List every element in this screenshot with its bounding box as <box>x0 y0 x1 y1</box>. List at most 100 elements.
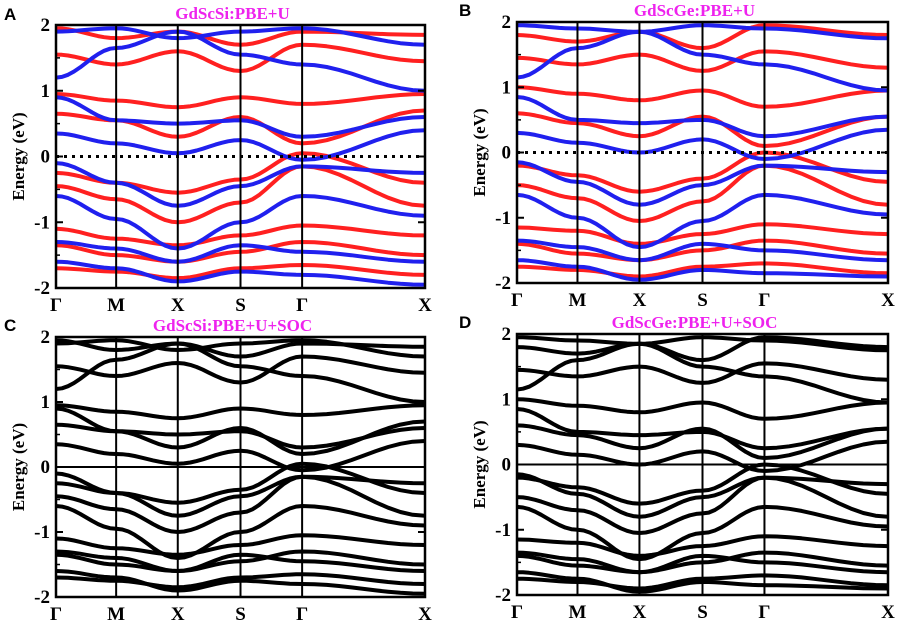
x-tick-label: X <box>418 604 432 622</box>
x-tick-label: Γ <box>50 604 62 622</box>
band-line-soc-9 <box>56 461 425 505</box>
band-line-spin-up-5 <box>56 164 425 225</box>
band-line-soc-7 <box>517 439 888 473</box>
band-line-spin-down-0 <box>56 26 425 47</box>
band-line-soc-6 <box>56 419 425 456</box>
y-tick-label: 1 <box>502 389 512 410</box>
band-line-spin-up-7 <box>517 238 888 263</box>
panel-title: GdScGe:PBE+U <box>634 1 755 20</box>
band-line-soc-8 <box>517 472 888 519</box>
band-line-spin-down-2 <box>56 95 425 139</box>
panel-title: GdScSi:PBE+U <box>175 4 290 23</box>
band-line-soc-15 <box>56 569 425 596</box>
y-tick-label: 1 <box>41 81 51 102</box>
band-line-soc-2 <box>517 361 888 385</box>
band-line-spin-up-2 <box>517 85 888 109</box>
band-line-spin-down-5 <box>56 194 425 251</box>
band-line-spin-up-6 <box>56 223 425 248</box>
band-line-spin-up-5 <box>517 163 888 223</box>
y-tick-label: 2 <box>502 12 512 33</box>
band-line-soc-7 <box>56 439 425 473</box>
x-tick-label: Γ <box>50 295 62 316</box>
y-tick-label: -1 <box>495 520 511 541</box>
band-line-spin-down-7 <box>56 259 425 287</box>
x-tick-label: X <box>633 290 647 311</box>
band-line-soc-11 <box>517 504 888 562</box>
band-line-spin-down-0 <box>517 23 888 41</box>
band-line-soc-1 <box>517 335 888 353</box>
band-line-spin-up-8 <box>56 263 425 281</box>
band-line-soc-16 <box>517 573 888 591</box>
band-line-soc-0 <box>56 338 425 359</box>
band-line-soc-14 <box>517 550 888 575</box>
band-line-spin-up-3 <box>517 111 888 148</box>
x-tick-label: S <box>235 604 246 622</box>
band-line-soc-16 <box>56 572 425 590</box>
y-tick-label: -1 <box>34 212 50 233</box>
band-line-spin-up-2 <box>56 92 425 110</box>
band-line-spin-down-6 <box>56 240 425 264</box>
y-tick-label: -1 <box>495 208 511 229</box>
x-tick-label: M <box>107 295 125 316</box>
panel-title: GdScSi:PBE+U+SOC <box>153 316 312 335</box>
band-line-spin-down-1 <box>56 29 425 93</box>
x-tick-label: X <box>881 290 895 311</box>
x-tick-label: Γ <box>758 290 770 311</box>
band-line-soc-4 <box>517 397 888 421</box>
band-line-soc-13 <box>56 549 425 573</box>
y-tick-label: 2 <box>502 324 512 345</box>
x-tick-label: Γ <box>511 290 523 311</box>
y-tick-label: -2 <box>34 278 50 299</box>
y-axis-label: Energy (eV) <box>470 108 489 196</box>
x-tick-label: Γ <box>296 295 308 316</box>
y-axis-label: Energy (eV) <box>9 112 28 200</box>
band-line-spin-up-1 <box>56 42 425 73</box>
x-tick-label: M <box>107 604 125 622</box>
band-line-soc-3 <box>517 341 888 405</box>
panel-title: GdScGe:PBE+U+SOC <box>612 313 778 332</box>
y-tick-label: -1 <box>34 522 50 543</box>
band-line-spin-up-1 <box>517 49 888 73</box>
band-line-soc-0 <box>517 335 888 363</box>
band-line-soc-10 <box>517 475 888 535</box>
band-line-soc-12 <box>56 533 425 557</box>
band-line-soc-5 <box>517 407 888 451</box>
x-tick-label: S <box>697 290 708 311</box>
band-line-spin-down-2 <box>517 95 888 139</box>
x-tick-label: X <box>881 602 895 622</box>
band-line-spin-up-0 <box>517 23 888 51</box>
x-tick-label: Γ <box>296 604 308 622</box>
band-line-soc-1 <box>56 338 425 359</box>
x-tick-label: X <box>418 295 432 316</box>
band-line-spin-down-5 <box>517 192 888 250</box>
y-tick-label: 0 <box>41 147 51 168</box>
band-line-spin-down-6 <box>517 238 888 263</box>
x-tick-label: Γ <box>758 602 770 622</box>
band-line-spin-up-7 <box>56 240 425 264</box>
panel-letter: C <box>4 316 16 335</box>
band-line-spin-up-6 <box>517 222 888 246</box>
band-line-soc-14 <box>56 549 425 573</box>
y-tick-label: 1 <box>502 77 512 98</box>
y-tick-label: 0 <box>502 455 512 476</box>
panel-letter: B <box>459 1 471 20</box>
y-tick-label: -2 <box>495 273 511 294</box>
y-tick-label: 0 <box>502 143 512 164</box>
x-tick-label: M <box>569 290 587 311</box>
band-line-soc-4 <box>56 403 425 421</box>
x-tick-label: S <box>697 602 708 622</box>
band-line-soc-15 <box>517 570 888 594</box>
band-line-spin-down-7 <box>517 258 888 282</box>
bands <box>56 338 425 596</box>
band-line-soc-12 <box>517 534 888 558</box>
y-tick-label: 0 <box>41 457 51 478</box>
band-line-soc-9 <box>517 462 888 506</box>
y-axis-label: Energy (eV) <box>9 423 28 511</box>
band-line-soc-10 <box>56 474 425 534</box>
x-tick-label: X <box>171 295 185 316</box>
x-tick-label: Γ <box>511 602 523 622</box>
